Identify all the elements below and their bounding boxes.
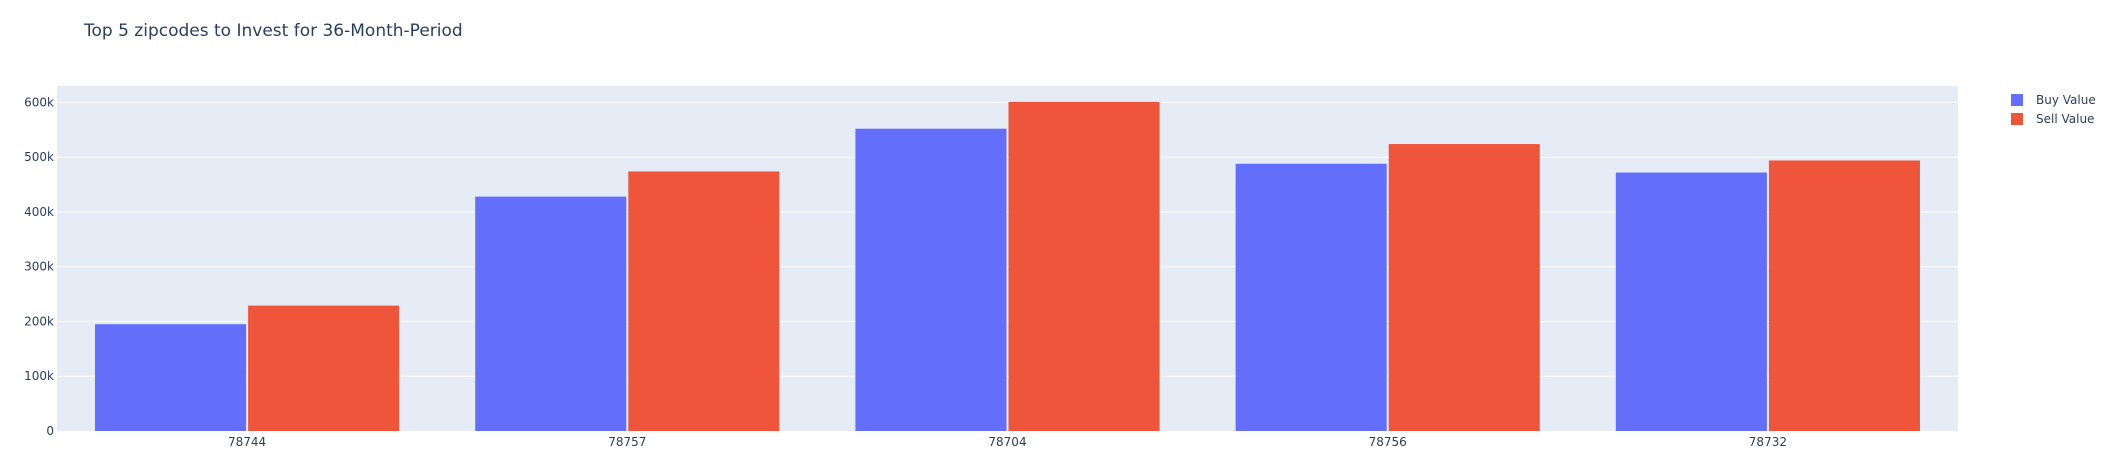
chart-title: Top 5 zipcodes to Invest for 36-Month-Pe… bbox=[83, 21, 463, 41]
x-tick-label: 78756 bbox=[1369, 435, 1407, 449]
bar-buy-value-78704[interactable] bbox=[855, 128, 1007, 431]
x-tick-label: 78704 bbox=[988, 435, 1026, 449]
y-axis: 0 100k 200k 300k 400k 500k 600k bbox=[24, 95, 54, 438]
y-tick-label: 100k bbox=[24, 369, 54, 383]
bars bbox=[95, 101, 1920, 432]
x-tick-label: 78757 bbox=[608, 435, 646, 449]
y-tick-label: 0 bbox=[46, 424, 54, 438]
bar-sell-value-78756[interactable] bbox=[1388, 144, 1540, 432]
bar-sell-value-78744[interactable] bbox=[248, 305, 400, 431]
legend-label: Buy Value bbox=[2036, 93, 2096, 107]
bar-buy-value-78757[interactable] bbox=[475, 196, 627, 431]
legend-swatch bbox=[2011, 113, 2023, 125]
bar-sell-value-78704[interactable] bbox=[1008, 101, 1160, 431]
legend-item-buy-value[interactable]: Buy Value bbox=[2011, 93, 2096, 107]
y-tick-label: 600k bbox=[24, 95, 54, 109]
y-tick-label: 200k bbox=[24, 314, 54, 328]
y-tick-label: 300k bbox=[24, 260, 54, 274]
x-tick-label: 78744 bbox=[228, 435, 266, 449]
bar-buy-value-78732[interactable] bbox=[1615, 172, 1767, 431]
bar-buy-value-78744[interactable] bbox=[95, 324, 247, 431]
legend[interactable]: Buy Value Sell Value bbox=[2011, 93, 2096, 126]
legend-item-sell-value[interactable]: Sell Value bbox=[2011, 112, 2094, 126]
bar-sell-value-78732[interactable] bbox=[1768, 160, 1920, 431]
bar-sell-value-78757[interactable] bbox=[628, 171, 780, 431]
legend-label: Sell Value bbox=[2036, 112, 2094, 126]
y-tick-label: 400k bbox=[24, 205, 54, 219]
bar-buy-value-78756[interactable] bbox=[1235, 163, 1387, 431]
x-tick-label: 78732 bbox=[1749, 435, 1787, 449]
y-tick-label: 500k bbox=[24, 150, 54, 164]
legend-swatch bbox=[2011, 94, 2023, 106]
x-axis: 78744 78757 78704 78756 78732 bbox=[228, 435, 1787, 449]
